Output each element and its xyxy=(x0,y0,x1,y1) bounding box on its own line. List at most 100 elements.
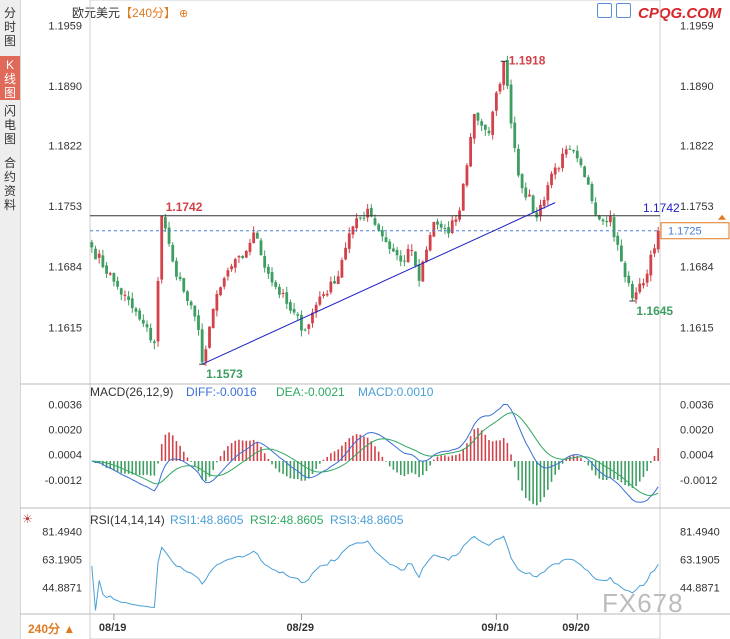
candle-body xyxy=(362,217,366,219)
candle-body xyxy=(90,242,94,248)
candle-body xyxy=(127,296,131,301)
candle-body xyxy=(509,84,513,124)
candle-body xyxy=(579,158,583,166)
candle-body xyxy=(380,230,384,237)
candle-body xyxy=(517,148,520,176)
current-price-tag xyxy=(660,222,730,240)
candle-body xyxy=(568,148,572,150)
trend-end-annotation: 1.1742 xyxy=(643,201,680,215)
candle-body xyxy=(215,294,219,311)
circle-plus-icon[interactable]: ⊕ xyxy=(179,8,189,20)
macd-diff-line xyxy=(91,403,659,503)
candle-body xyxy=(550,173,553,186)
candle-body xyxy=(277,286,281,295)
candle-body xyxy=(200,329,204,363)
candle-body xyxy=(472,113,476,139)
candle-body xyxy=(314,304,318,313)
candle-body xyxy=(300,314,303,331)
candle-body xyxy=(384,237,388,243)
sidebar-tab-1[interactable]: K 线 图 xyxy=(0,56,20,100)
candle-body xyxy=(586,177,590,185)
candle-body xyxy=(94,248,97,260)
candle-body xyxy=(152,341,156,344)
candle-body xyxy=(542,199,546,206)
candle-body xyxy=(520,174,524,189)
price-ytick-left: 1.1615 xyxy=(48,322,82,334)
price-ytick-left: 1.1822 xyxy=(48,141,82,153)
candle-body xyxy=(329,281,333,293)
x-tick-label: 09/20 xyxy=(562,622,590,634)
candle-body xyxy=(428,235,432,251)
candle-body xyxy=(182,278,186,292)
price-ytick-right: 1.1890 xyxy=(680,81,714,93)
rsi-line xyxy=(91,535,659,611)
candle-body xyxy=(347,233,351,249)
crosshair-icon[interactable] xyxy=(597,3,612,18)
candle-body xyxy=(601,219,605,222)
candle-body xyxy=(608,215,612,223)
candle-body xyxy=(366,208,370,218)
rsi-ytick-left: 81.4940 xyxy=(42,527,82,539)
fullscreen-icon[interactable] xyxy=(616,3,631,18)
candle-body xyxy=(149,327,153,341)
period-selector[interactable]: 【240分】 xyxy=(120,6,177,20)
rsi3-label: RSI3:48.8605 xyxy=(330,513,404,527)
candle-body xyxy=(274,282,278,287)
candle-body xyxy=(241,255,245,258)
candle-body xyxy=(373,218,377,225)
macd-ytick-right: 0.0020 xyxy=(680,425,714,437)
candle-body xyxy=(333,281,336,284)
macd-ytick-left: 0.0036 xyxy=(48,399,82,411)
macd-ytick-right: 0.0036 xyxy=(680,399,714,411)
candle-body xyxy=(112,272,116,282)
candle-body xyxy=(597,215,601,220)
candle-body xyxy=(259,240,263,256)
resistance-annotation: 1.1742 xyxy=(166,200,203,214)
candle-body xyxy=(612,217,616,238)
candle-body xyxy=(461,183,465,211)
sidebar-tab-2[interactable]: 闪 电 图 xyxy=(3,104,16,146)
candle-body xyxy=(358,217,362,219)
candle-body xyxy=(230,266,233,270)
candle-body xyxy=(498,84,502,92)
candle-body xyxy=(270,272,274,283)
rsi-ytick-right: 44.8871 xyxy=(680,583,720,595)
candle-body xyxy=(528,194,531,197)
candle-body xyxy=(292,309,296,313)
candle-body xyxy=(491,111,495,135)
candle-body xyxy=(208,326,211,348)
candle-body xyxy=(318,296,322,305)
rsi-ytick-right: 63.1905 xyxy=(680,555,720,567)
candle-body xyxy=(355,218,359,229)
macd-dea-line xyxy=(91,412,659,496)
price-ytick-right: 1.1615 xyxy=(680,322,714,334)
candle-body xyxy=(311,312,314,324)
candle-body xyxy=(211,308,215,329)
sidebar-tab-3[interactable]: 合 约 资 料 xyxy=(3,156,16,212)
candle-body xyxy=(395,249,399,256)
rsi-ytick-right: 81.4940 xyxy=(680,527,720,539)
candle-body xyxy=(105,265,108,274)
candle-body xyxy=(403,260,406,262)
candle-body xyxy=(186,291,189,301)
candle-body xyxy=(101,255,105,268)
sidebar-tab-0[interactable]: 分 时 图 xyxy=(3,6,16,48)
candle-body xyxy=(553,167,557,175)
price-ytick-right: 1.1822 xyxy=(680,141,714,153)
candle-body xyxy=(160,215,164,280)
candle-body xyxy=(458,210,461,220)
candle-body xyxy=(340,260,344,278)
candle-body xyxy=(237,256,241,258)
candle-body xyxy=(281,292,285,294)
candle-body xyxy=(465,165,469,186)
candle-body xyxy=(119,288,123,295)
x-tick-label: 08/19 xyxy=(99,622,127,634)
macd-value-label: MACD:0.0010 xyxy=(358,385,434,399)
candle-body xyxy=(454,219,458,222)
period-dropdown[interactable]: 240分 ▲ xyxy=(28,620,75,637)
candle-body xyxy=(233,259,237,268)
candle-body xyxy=(369,207,373,217)
candle-body xyxy=(627,275,631,284)
sun-settings-icon: ☀ xyxy=(22,512,33,526)
chart-canvas[interactable]: 1.1959 1.1959 1.1890 1.1890 1.1822 1.1822 1.17… xyxy=(20,0,730,639)
